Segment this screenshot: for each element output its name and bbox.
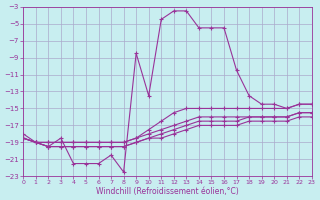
X-axis label: Windchill (Refroidissement éolien,°C): Windchill (Refroidissement éolien,°C) <box>96 187 239 196</box>
